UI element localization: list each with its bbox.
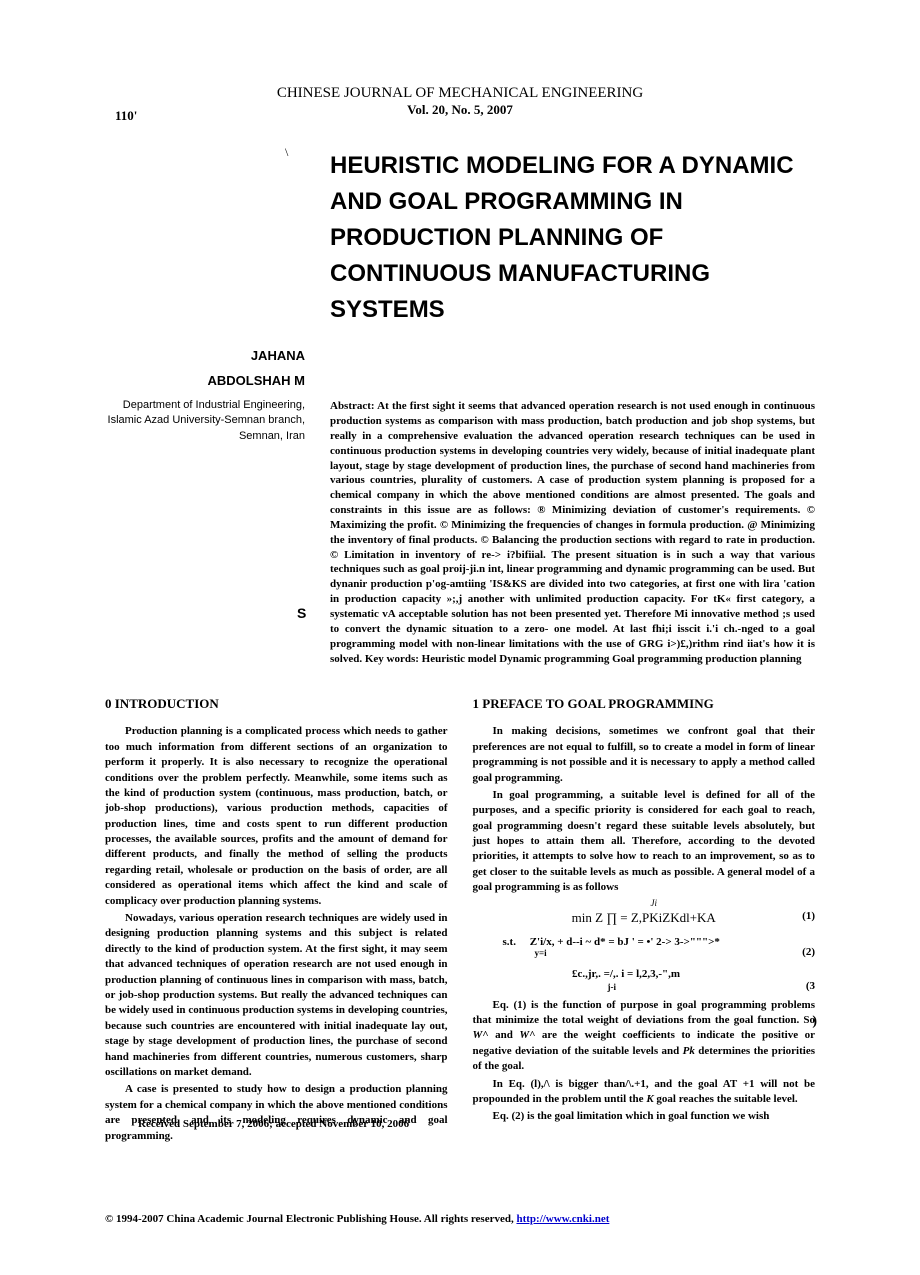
p4-k: K xyxy=(646,1093,653,1105)
header-mark: \ xyxy=(285,145,288,160)
eq3-number: (3 xyxy=(806,980,815,992)
author-name-1: JAHANA xyxy=(105,348,305,363)
eq3-sub: j-i xyxy=(473,982,816,992)
p3-paren: ) xyxy=(792,1012,817,1032)
body-columns: 0 INTRODUCTION Production planning is a … xyxy=(105,696,815,1146)
eq2-content: Z'i/x, + d--i ~ d* = bJ ' = •' 2-> 3->""… xyxy=(530,936,720,948)
title-block: HEURISTIC MODELING FOR A DYNAMIC AND GOA… xyxy=(330,148,815,328)
author-name-2: ABDOLSHAH M xyxy=(105,373,305,388)
p4-b: goal reaches the suitable level. xyxy=(656,1093,797,1105)
eq-superscript: Ji xyxy=(493,898,816,908)
journal-name: CHINESE JOURNAL OF MECHANICAL ENGINEERIN… xyxy=(105,85,815,102)
author-affil-2: Islamic Azad University-Semnan branch, xyxy=(105,413,305,428)
paper-title: HEURISTIC MODELING FOR A DYNAMIC AND GOA… xyxy=(330,148,815,328)
preface-p3: Eq. (1) is the function of purpose in go… xyxy=(473,998,816,1075)
footer-copyright: © 1994-2007 China Academic Journal Elect… xyxy=(105,1213,609,1225)
intro-p3: A case is presented to study how to desi… xyxy=(105,1082,448,1144)
journal-header: CHINESE JOURNAL OF MECHANICAL ENGINEERIN… xyxy=(105,85,815,118)
journal-volume: Vol. 20, No. 5, 2007 xyxy=(105,102,815,118)
p3-a: Eq. (1) is the function of purpose in go… xyxy=(473,999,816,1026)
right-column: 1 PREFACE TO GOAL PROGRAMMING In making … xyxy=(473,696,816,1146)
intro-title: 0 INTRODUCTION xyxy=(105,696,448,712)
p3-w2: W^ xyxy=(519,1029,535,1041)
eq2-sub: y=i xyxy=(473,948,816,958)
eq2-st: s.t. xyxy=(503,936,516,948)
preface-title: 1 PREFACE TO GOAL PROGRAMMING xyxy=(473,696,816,712)
author-affil-1: Department of Industrial Engineering, xyxy=(105,398,305,413)
copyright-text: © 1994-2007 China Academic Journal Elect… xyxy=(105,1213,516,1225)
preface-p5: Eq. (2) is the goal limitation which in … xyxy=(473,1109,816,1124)
intro-p1: Production planning is a complicated pro… xyxy=(105,724,448,909)
left-column: 0 INTRODUCTION Production planning is a … xyxy=(105,696,448,1146)
p3-pk: Pk xyxy=(683,1045,695,1057)
preface-p4: In Eq. (l),/\ is bigger than/\.+1, and t… xyxy=(473,1077,816,1108)
abstract: Abstract: At the first sight it seems th… xyxy=(330,399,815,666)
page-number: 110' xyxy=(115,108,137,124)
preface-p1: In making decisions, sometimes we confro… xyxy=(473,724,816,786)
equation-3: £c.,jr,. =/,. i = l,2,3,-",m (3 xyxy=(473,968,816,980)
author-block: JAHANA ABDOLSHAH M Department of Industr… xyxy=(105,348,305,444)
eq3-content: £c.,jr,. =/,. i = l,2,3,-",m xyxy=(572,968,680,980)
intro-p2: Nowadays, various operation research tec… xyxy=(105,911,448,1080)
preface-p2: In goal programming, a suitable level is… xyxy=(473,788,816,896)
cnki-link[interactable]: http://www.cnki.net xyxy=(516,1213,609,1225)
author-affil-3: Semnan, Iran xyxy=(105,429,305,444)
s-mark: S xyxy=(297,605,306,621)
received-date: Received September 7, 2006; accepted Nov… xyxy=(138,1118,409,1130)
equation-1: min Z ∏ = Z,PKiZKdl+KA (1) xyxy=(473,910,816,926)
eq1-number: (1) xyxy=(802,910,815,922)
p3-w1: W^ xyxy=(473,1029,489,1041)
eq2-number: (2) xyxy=(802,946,815,958)
equation-2-line: s.t. Z'i/x, + d--i ~ d* = bJ ' = •' 2-> … xyxy=(473,936,816,948)
eq1-content: min Z ∏ = Z,PKiZKdl+KA xyxy=(572,910,716,925)
p3-b: and xyxy=(495,1029,519,1041)
